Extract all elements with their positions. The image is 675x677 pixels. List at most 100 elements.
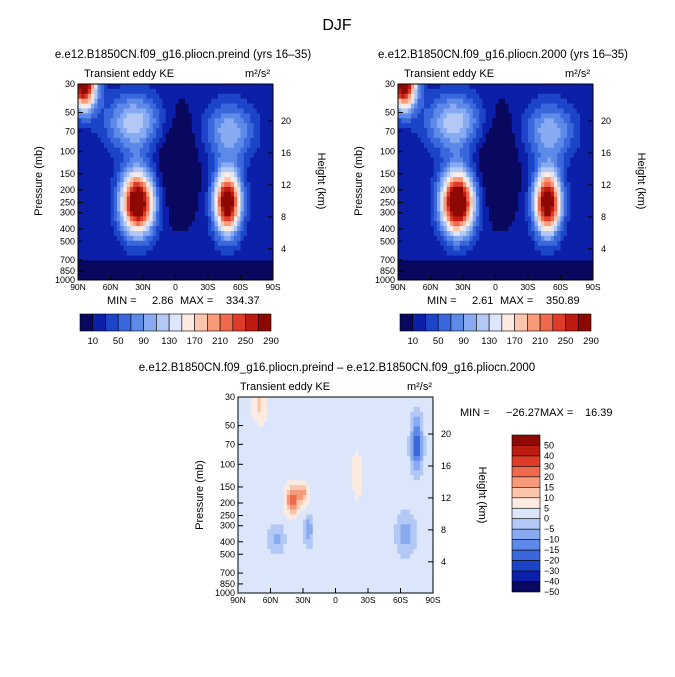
field-cell [253, 275, 258, 281]
field-cell [489, 231, 493, 237]
field-cell [230, 255, 235, 261]
field-cell [476, 226, 480, 232]
field-cell [492, 98, 496, 104]
field-cell [156, 88, 160, 95]
field-cell [528, 206, 532, 212]
field-cell [104, 177, 108, 183]
field-cell [456, 255, 461, 261]
field-cell [146, 270, 150, 276]
field-cell [476, 177, 480, 183]
field-cell [152, 142, 157, 149]
field-cell [204, 157, 209, 163]
field-cell [521, 162, 526, 168]
field-cell [589, 231, 594, 237]
field-cell [240, 186, 245, 193]
field-cell [495, 172, 500, 178]
field-cell [136, 137, 141, 144]
field-cell [420, 191, 425, 198]
field-cell [580, 191, 584, 198]
field-cell [94, 98, 98, 104]
field-cell [113, 250, 118, 256]
field-cell [531, 98, 535, 104]
field-cell [204, 133, 209, 139]
field-cell [430, 162, 435, 168]
field-cell [456, 275, 461, 281]
field-cell [466, 255, 470, 261]
field-cell [260, 157, 264, 163]
field-cell [156, 93, 160, 100]
field-cell [515, 235, 519, 242]
field-cell [450, 255, 454, 261]
field-cell [227, 250, 232, 256]
field-cell [576, 88, 581, 95]
field-cell [123, 250, 128, 256]
field-cell [495, 206, 500, 212]
field-cell [204, 137, 209, 144]
field-cell [420, 133, 425, 139]
field-cell [165, 250, 170, 256]
field-cell [169, 226, 173, 232]
field-cell [563, 157, 568, 163]
y-axis-label-right: Height (km) [315, 153, 327, 210]
field-cell [136, 113, 141, 119]
field-cell [195, 221, 199, 227]
field-cell [240, 206, 245, 212]
field-cell [420, 260, 425, 266]
field-cell [528, 84, 532, 90]
field-cell [198, 255, 202, 261]
field-cell [185, 98, 189, 104]
field-cell [505, 167, 509, 173]
field-cell [495, 201, 500, 207]
field-cell [263, 172, 267, 178]
field-cell [492, 265, 496, 271]
field-cell [84, 118, 89, 124]
field-cell [165, 113, 170, 119]
field-cell [143, 172, 147, 178]
field-cell [156, 157, 160, 163]
field-cell [107, 157, 111, 163]
field-cell [84, 133, 89, 139]
field-cell [433, 172, 438, 178]
field-cell [198, 191, 202, 198]
field-cell [87, 221, 92, 227]
field-cell [511, 216, 516, 222]
field-cell [227, 196, 232, 202]
field-cell [191, 137, 196, 144]
field-cell [240, 157, 245, 163]
field-cell [178, 275, 183, 281]
field-cell [230, 93, 235, 100]
field-cell [411, 201, 415, 207]
field-cell [175, 177, 180, 183]
field-cell [570, 103, 574, 109]
field-cell [404, 108, 409, 114]
field-cell [204, 196, 209, 202]
colorbar-label: 90 [138, 336, 149, 347]
field-cell [94, 128, 98, 134]
field-cell [169, 231, 173, 237]
field-cell [208, 128, 212, 134]
field-cell [159, 221, 163, 227]
field-cell [191, 245, 196, 251]
field-cell [126, 245, 131, 251]
field-cell [94, 255, 98, 261]
field-cell [87, 250, 92, 256]
field-cell [518, 103, 522, 109]
field-cell [563, 231, 568, 237]
field-cell [537, 103, 542, 109]
field-cell [269, 196, 274, 202]
field-cell [528, 196, 532, 202]
field-cell [146, 123, 150, 129]
field-cell [446, 250, 451, 256]
field-cell [133, 226, 137, 232]
colorbar-swatch [168, 313, 183, 332]
field-cell [110, 245, 115, 251]
field-cell [573, 231, 578, 237]
field-cell [476, 84, 480, 90]
field-cell [266, 201, 271, 207]
field-cell [110, 152, 115, 158]
field-cell [195, 88, 199, 95]
field-cell [554, 133, 558, 139]
field-cell [411, 221, 415, 227]
field-cell [524, 201, 529, 207]
field-cell [224, 103, 228, 109]
